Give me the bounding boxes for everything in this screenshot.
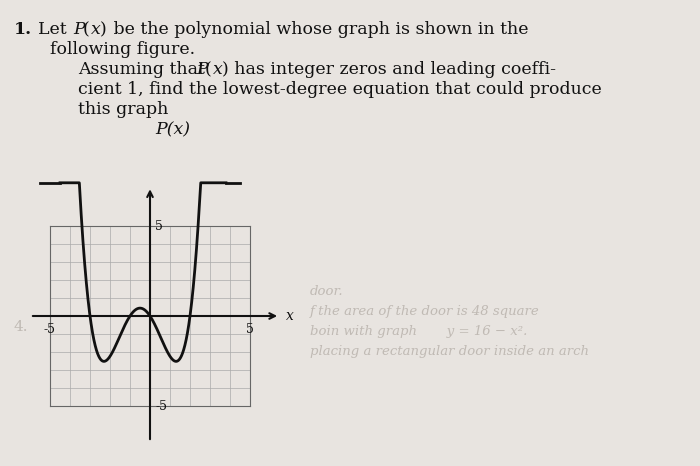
Text: this graph: this graph <box>78 101 169 118</box>
Text: (: ( <box>83 21 90 38</box>
Text: ) has integer zeros and leading coeffi-: ) has integer zeros and leading coeffi- <box>222 61 556 78</box>
Text: 1.: 1. <box>14 21 32 38</box>
Text: -5: -5 <box>155 399 167 412</box>
Text: P: P <box>73 21 85 38</box>
Text: P: P <box>196 61 208 78</box>
Text: Let: Let <box>38 21 72 38</box>
Text: 4.: 4. <box>14 320 29 334</box>
Text: f the area of the door is 48 square: f the area of the door is 48 square <box>310 305 540 318</box>
Text: x: x <box>286 309 294 323</box>
Text: -5: -5 <box>44 323 56 336</box>
Text: P(x): P(x) <box>155 121 190 138</box>
Text: placing a rectangular door inside an arch: placing a rectangular door inside an arc… <box>310 345 589 358</box>
Text: cient 1, find the lowest-degree equation that could produce: cient 1, find the lowest-degree equation… <box>78 81 602 98</box>
Text: 5: 5 <box>246 323 254 336</box>
Text: (: ( <box>205 61 211 78</box>
Text: following figure.: following figure. <box>50 41 195 58</box>
Text: door.: door. <box>310 285 344 298</box>
Text: ): ) <box>100 21 106 38</box>
Text: x: x <box>213 61 223 78</box>
Text: Assuming that: Assuming that <box>78 61 211 78</box>
Text: be the polynomial whose graph is shown in the: be the polynomial whose graph is shown i… <box>108 21 528 38</box>
Text: boin with graph       y = 16 − x².: boin with graph y = 16 − x². <box>310 325 527 338</box>
Text: x: x <box>91 21 101 38</box>
Text: 5: 5 <box>155 219 163 233</box>
